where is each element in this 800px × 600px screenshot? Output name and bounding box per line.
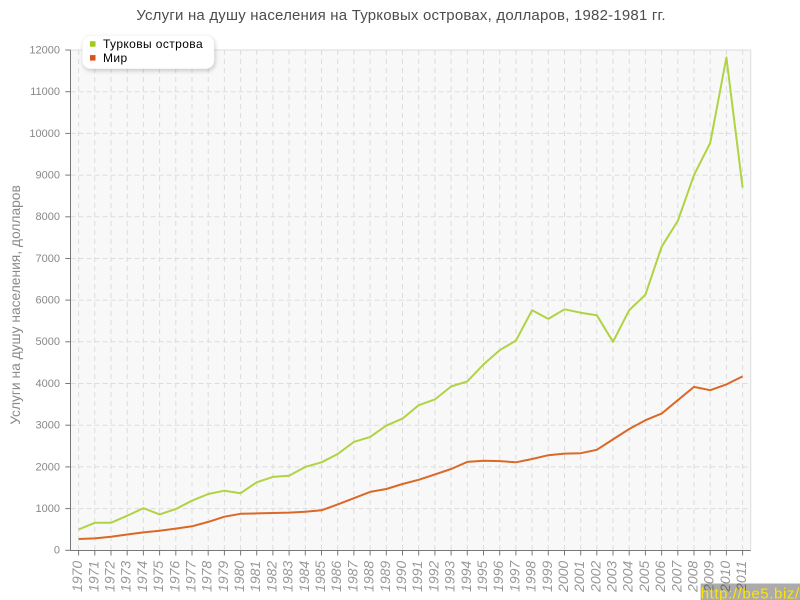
svg-text:2007: 2007 — [668, 560, 684, 593]
svg-text:1970: 1970 — [69, 561, 85, 592]
svg-text:2000: 2000 — [555, 561, 571, 593]
svg-text:1990: 1990 — [393, 561, 409, 592]
svg-text:1979: 1979 — [215, 561, 231, 592]
svg-text:1998: 1998 — [523, 561, 539, 592]
svg-text:1992: 1992 — [425, 561, 441, 592]
svg-text:1000: 1000 — [36, 503, 60, 515]
svg-text:8000: 8000 — [36, 211, 60, 223]
svg-text:3000: 3000 — [36, 420, 60, 432]
svg-text:1987: 1987 — [344, 560, 360, 592]
svg-text:10000: 10000 — [29, 128, 60, 140]
svg-text:11000: 11000 — [30, 86, 60, 98]
svg-text:1984: 1984 — [296, 561, 312, 592]
svg-text:1973: 1973 — [118, 561, 134, 592]
svg-text:1971: 1971 — [85, 561, 101, 592]
svg-text:1986: 1986 — [328, 561, 344, 592]
svg-text:1996: 1996 — [490, 561, 506, 592]
svg-text:2010: 2010 — [717, 561, 733, 593]
svg-text:2000: 2000 — [36, 461, 60, 473]
svg-text:7000: 7000 — [36, 253, 60, 265]
svg-text:2001: 2001 — [571, 561, 587, 593]
svg-text:Турковы острова: Турковы острова — [103, 37, 203, 51]
svg-text:http://be5.biz/: http://be5.biz/ — [701, 586, 800, 600]
svg-text:12000: 12000 — [29, 44, 60, 56]
svg-text:1995: 1995 — [474, 561, 490, 592]
svg-text:9000: 9000 — [36, 170, 60, 182]
svg-text:2006: 2006 — [652, 561, 668, 593]
svg-text:1976: 1976 — [166, 561, 182, 592]
svg-text:Услуги на душу населения, долл: Услуги на душу населения, долларов — [8, 185, 23, 425]
svg-text:2003: 2003 — [604, 561, 620, 593]
svg-text:1989: 1989 — [377, 561, 393, 592]
svg-text:1994: 1994 — [458, 561, 474, 592]
svg-text:1982: 1982 — [263, 561, 279, 592]
svg-text:6000: 6000 — [36, 295, 60, 307]
svg-text:1983: 1983 — [280, 561, 296, 592]
svg-text:1981: 1981 — [247, 561, 263, 592]
svg-text:Мир: Мир — [103, 51, 128, 65]
svg-text:Услуги на душу населения на Ту: Услуги на душу населения на Турковых ост… — [136, 7, 666, 24]
svg-text:2004: 2004 — [620, 561, 636, 593]
svg-text:1974: 1974 — [134, 561, 150, 592]
svg-text:1985: 1985 — [312, 561, 328, 592]
svg-text:1972: 1972 — [102, 561, 118, 592]
svg-text:1978: 1978 — [199, 561, 215, 592]
svg-text:1991: 1991 — [409, 561, 425, 592]
svg-text:1993: 1993 — [442, 561, 458, 592]
svg-text:4000: 4000 — [36, 378, 60, 390]
svg-text:1977: 1977 — [183, 560, 199, 592]
svg-text:1975: 1975 — [150, 561, 166, 592]
svg-text:2008: 2008 — [685, 561, 701, 593]
svg-text:1999: 1999 — [539, 561, 555, 592]
svg-text:5000: 5000 — [36, 336, 60, 348]
svg-text:2002: 2002 — [587, 561, 603, 593]
svg-text:0: 0 — [54, 545, 60, 557]
svg-text:1997: 1997 — [506, 560, 522, 592]
svg-text:1988: 1988 — [361, 561, 377, 592]
svg-text:2005: 2005 — [636, 561, 652, 593]
svg-text:1980: 1980 — [231, 561, 247, 592]
svg-text:2011: 2011 — [733, 561, 749, 592]
svg-text:2009: 2009 — [701, 561, 717, 593]
